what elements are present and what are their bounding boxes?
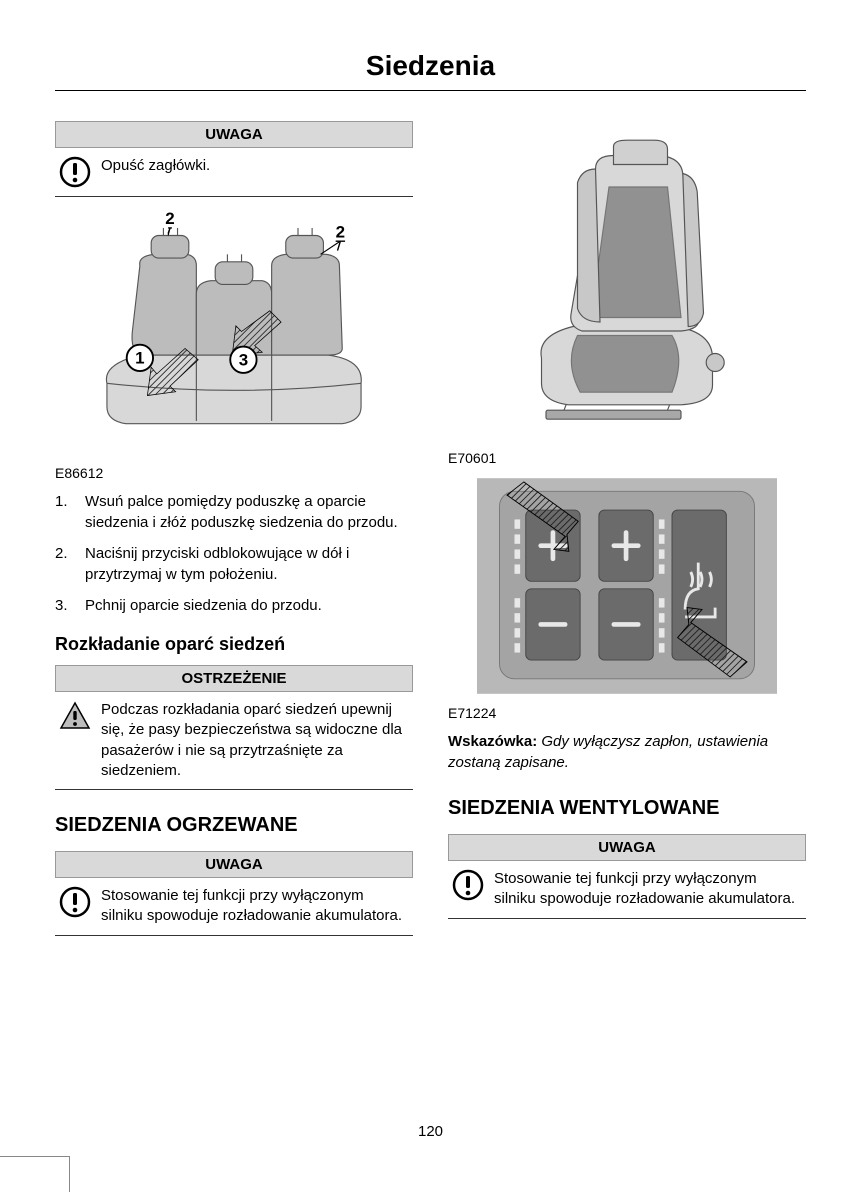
notice-text-2: Stosowanie tej funkcji przy wyłączonym s… xyxy=(101,886,409,927)
figure-rear-seat: 1 3 2 2 xyxy=(55,209,413,459)
left-column: UWAGA Opuść zagłówki. xyxy=(55,121,413,948)
notice-text-3: Stosowanie tej funkcji przy wyłączonym s… xyxy=(494,869,802,910)
page-title: Siedzenia xyxy=(55,50,806,82)
warning-text: Podczas rozkładania oparć siedzeń upewni… xyxy=(101,700,409,781)
figure-caption-seat: E70601 xyxy=(448,450,806,466)
caution-icon xyxy=(59,156,91,188)
notice-body-3: Stosowanie tej funkcji przy wyłączonym s… xyxy=(448,861,806,919)
heading-ventilated-seats: SIEDZENIA WENTYLOWANE xyxy=(448,797,806,820)
callout-3: 3 xyxy=(239,350,248,369)
hint-label: Wskazówka: xyxy=(448,733,537,750)
content-columns: UWAGA Opuść zagłówki. xyxy=(55,121,806,948)
page-number: 120 xyxy=(0,1123,861,1140)
notice-header-uwaga-3: UWAGA xyxy=(448,834,806,861)
figure-caption-rear: E86612 xyxy=(55,465,413,481)
warning-header: OSTRZEŻENIE xyxy=(55,665,413,692)
step-2: 2.Naciśnij przyciski odblokowujące w dół… xyxy=(55,543,413,585)
figure-front-seat xyxy=(448,133,806,444)
figure-control-panel xyxy=(448,478,806,699)
right-column: E70601 xyxy=(448,121,806,948)
notice-text-1: Opuść zagłówki. xyxy=(101,156,210,188)
title-rule xyxy=(55,90,806,91)
warning-body: Podczas rozkładania oparć siedzeń upewni… xyxy=(55,692,413,790)
hint-paragraph: Wskazówka: Gdy wyłączysz zapłon, ustawie… xyxy=(448,731,806,773)
warning-icon xyxy=(59,700,91,732)
notice-header-uwaga-2: UWAGA xyxy=(55,851,413,878)
callout-1: 1 xyxy=(135,349,144,368)
figure-caption-panel: E71224 xyxy=(448,705,806,721)
caution-icon xyxy=(59,886,91,918)
step-3: 3.Pchnij oparcie siedzenia do przodu. xyxy=(55,595,413,616)
footer-tab xyxy=(0,1156,70,1192)
notice-header-uwaga-1: UWAGA xyxy=(55,121,413,148)
callout-2b: 2 xyxy=(336,222,345,241)
steps-list: 1.Wsuń palce pomiędzy poduszkę a oparcie… xyxy=(55,491,413,616)
notice-body-1: Opuść zagłówki. xyxy=(55,148,413,197)
subheading-fold: Rozkładanie oparć siedzeń xyxy=(55,634,413,655)
heading-heated-seats: SIEDZENIA OGRZEWANE xyxy=(55,814,413,837)
notice-body-2: Stosowanie tej funkcji przy wyłączonym s… xyxy=(55,878,413,936)
caution-icon xyxy=(452,869,484,901)
callout-2a: 2 xyxy=(165,209,174,228)
step-1: 1.Wsuń palce pomiędzy poduszkę a oparcie… xyxy=(55,491,413,533)
